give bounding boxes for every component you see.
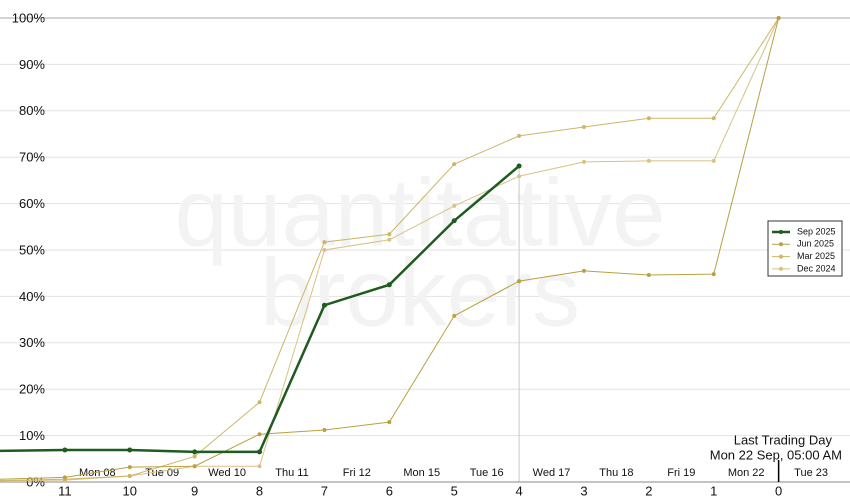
point [127, 447, 133, 453]
annotation: Last Trading Day [734, 432, 833, 447]
point [257, 464, 262, 469]
point [711, 116, 716, 121]
y-tick-label: 90% [19, 57, 45, 72]
y-tick-label: 100% [12, 10, 46, 25]
y-tick-label: 70% [19, 150, 45, 165]
day-label: Tue 23 [794, 467, 828, 479]
day-label: Fri 12 [343, 467, 371, 479]
legend-label: Jun 2025 [797, 239, 834, 249]
day-label: Wed 10 [208, 467, 246, 479]
point [776, 16, 781, 20]
point [646, 158, 651, 163]
point [387, 232, 392, 237]
point [517, 174, 522, 179]
legend-label: Mar 2025 [797, 251, 835, 261]
x-tick-label: 8 [256, 483, 263, 498]
point [452, 162, 457, 167]
day-label: Mon 15 [403, 467, 440, 479]
point [321, 302, 327, 308]
y-tick-label: 60% [19, 196, 45, 211]
legend-dot [779, 266, 783, 271]
point [581, 159, 586, 164]
legend-label: Dec 2024 [797, 263, 836, 273]
y-tick-label: 20% [19, 382, 45, 397]
day-label: Thu 11 [275, 467, 308, 479]
point [322, 428, 327, 433]
y-tick-label: 40% [19, 289, 45, 304]
day-label: Mon 08 [79, 467, 116, 479]
legend-dot [779, 254, 783, 259]
point [127, 473, 132, 478]
x-tick-label: 10 [123, 483, 137, 498]
point [452, 203, 457, 208]
point [387, 237, 392, 242]
day-label: Thu 18 [599, 467, 633, 479]
x-tick-label: 0 [775, 483, 782, 498]
point [62, 475, 67, 480]
day-label: Wed 17 [533, 467, 571, 479]
annotation: Mon 22 Sep, 05:00 AM [710, 447, 842, 462]
legend-label: Sep 2025 [797, 226, 836, 236]
point [192, 454, 197, 459]
legend-dot [779, 230, 783, 234]
point [517, 279, 522, 284]
y-tick-label: 50% [19, 242, 45, 257]
point [517, 133, 522, 138]
day-label: Fri 19 [667, 467, 695, 479]
point [646, 273, 651, 278]
point [127, 465, 132, 470]
point [192, 464, 197, 469]
point [257, 449, 263, 455]
x-tick-label: 5 [451, 483, 458, 498]
y-tick-label: 10% [19, 428, 45, 443]
y-tick-label: 80% [19, 103, 45, 118]
x-tick-label: 11 [58, 483, 72, 498]
point [451, 218, 457, 224]
legend-dot [779, 242, 783, 247]
legend: Sep 2025 Jun 2025 Mar 2025 Dec 2024 [767, 220, 843, 277]
point [257, 432, 262, 437]
point [711, 158, 716, 163]
point [192, 449, 198, 455]
x-tick-label: 9 [191, 483, 198, 498]
point [581, 125, 586, 130]
point [386, 282, 392, 288]
x-tick-label: 1 [710, 483, 717, 498]
y-tick-label: 30% [19, 335, 45, 350]
point [646, 116, 651, 121]
point [387, 420, 392, 425]
point [322, 248, 327, 252]
watermark: quantitative [174, 159, 665, 266]
point [257, 400, 262, 405]
day-label: Tue 16 [470, 467, 504, 479]
point [62, 447, 68, 453]
point [452, 313, 457, 318]
x-tick-label: 7 [321, 483, 328, 498]
x-tick-label: 6 [386, 483, 393, 498]
day-label: Mon 22 [728, 467, 765, 479]
point [711, 272, 716, 277]
point [322, 240, 327, 245]
x-tick-label: 2 [645, 483, 652, 498]
point [581, 268, 586, 273]
point [516, 163, 522, 169]
x-tick-label: 3 [580, 483, 587, 498]
x-tick-label: 4 [515, 483, 522, 498]
